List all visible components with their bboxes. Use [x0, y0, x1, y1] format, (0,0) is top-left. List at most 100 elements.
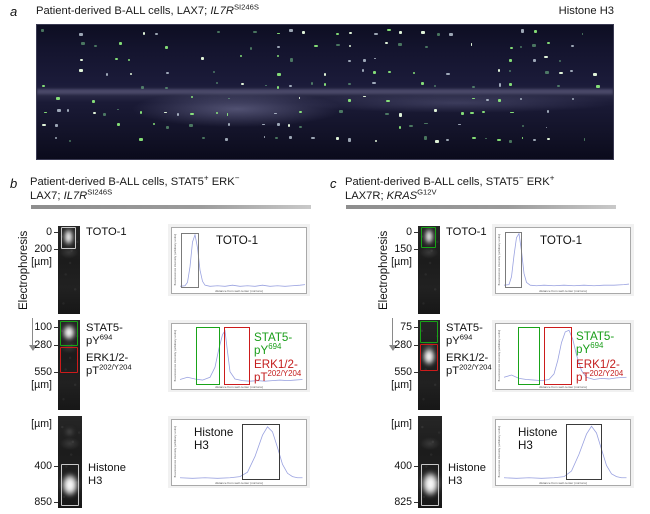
panel-a-title-prefix: Patient-derived B-ALL cells, LAX7; [36, 5, 211, 17]
gel-protein-spot [385, 112, 389, 115]
gel-protein-spot [290, 58, 293, 62]
gel-protein-spot [471, 137, 476, 139]
panel-b-stat5-tick-0: 100 [34, 321, 52, 333]
gel-protein-spot [546, 110, 549, 113]
panel-b-stat5-tick-2: 550 [34, 366, 52, 378]
panel-b-stat5-erk-plot: fluorescence intensity (arbitrary units)… [168, 320, 310, 392]
panel-c-plot-stat5-legend: STAT5- pY694 [576, 330, 615, 356]
gel-protein-spot [116, 108, 119, 111]
panel-b-cellline: LAX7; [30, 189, 64, 202]
gel-protein-spot [571, 98, 574, 101]
gel-protein-spot [347, 138, 352, 142]
gel-protein-spot [547, 42, 551, 45]
gel-protein-spot [545, 126, 548, 128]
panel-b-stat5-tickmark-1 [54, 345, 58, 346]
gel-protein-spot [532, 58, 536, 63]
gel-protein-spot [412, 72, 415, 74]
gel-protein-spot [216, 81, 218, 84]
gel-protein-spot [191, 95, 194, 99]
panel-c-toto1-tick-0: 0 [406, 226, 412, 238]
gel-protein-spot [41, 29, 44, 32]
gel-protein-spot [105, 73, 108, 77]
gel-protein-spot [177, 112, 179, 116]
panel-c-stat5-label-sup: 694 [459, 332, 473, 342]
gel-protein-spot [225, 137, 229, 141]
panel-c-erk-label-sup: 202/Y204 [459, 362, 492, 372]
panel-c-histone-strip-label: Histone H3 [448, 462, 486, 487]
gel-protein-spot [347, 99, 352, 103]
gel-protein-spot [324, 73, 327, 77]
panel-c-erk-label-line1: ERK1/2- [446, 352, 489, 364]
gel-protein-spot [434, 108, 438, 112]
panel-b-histone-roi-box [61, 464, 79, 506]
gel-protein-spot [262, 124, 265, 126]
panel-b-stat5-band [63, 325, 75, 340]
panel-c-erk-sign: + [549, 173, 555, 183]
panel-b-erk-label: ERK1/2- pT202/Y204 [86, 352, 132, 378]
gel-protein-spot [497, 98, 502, 102]
panel-b-histone-trace [179, 426, 303, 479]
panel-c-toto1-strip-label: TOTO-1 [446, 226, 487, 238]
panel-b-histone-tickmark-2 [54, 502, 58, 503]
panel-c-erk-band [423, 348, 435, 365]
panel-b-title-mid: ERK [208, 176, 235, 188]
gel-protein-spot [436, 32, 440, 36]
panel-c-toto1-tickmark-0 [414, 232, 418, 233]
gel-protein-spot [372, 82, 376, 84]
gel-protein-spot [80, 58, 84, 62]
gel-protein-spot [276, 123, 281, 127]
panel-c-histone-tick-unit: [µm] [391, 418, 412, 430]
panel-b-stat5-label-line2: pY [86, 335, 100, 347]
gel-protein-spot [484, 137, 487, 140]
gel-protein-spot [298, 96, 301, 99]
gel-protein-spot [461, 111, 465, 115]
panel-b-stat5-roi-box [60, 321, 78, 346]
gel-protein-spot [398, 43, 402, 46]
gel-protein-spot [129, 72, 133, 75]
plot-xlabel: distance from well center (microns) [539, 289, 587, 293]
gel-protein-spot [127, 59, 130, 61]
panel-c-histone-trace [503, 425, 627, 479]
gel-protein-spot [547, 138, 551, 140]
plot-xlabel: distance from well center (microns) [215, 385, 263, 389]
gel-protein-spot [596, 85, 601, 89]
gel-protein-spot [288, 84, 292, 87]
gel-protein-spot [163, 111, 167, 114]
gel-protein-spot [227, 97, 231, 100]
gel-protein-spot [276, 85, 279, 89]
gel-protein-spot [216, 30, 220, 34]
gel-protein-spot [253, 31, 257, 33]
gel-protein-spot [335, 43, 340, 46]
gel-protein-spot [91, 100, 95, 103]
gel-protein-spot [139, 137, 144, 141]
gel-protein-spot [43, 111, 48, 113]
gel-protein-spot [497, 139, 501, 142]
gel-protein-spot [114, 57, 118, 61]
gel-protein-spot [399, 126, 402, 129]
panel-b-plot-erk-legend: ERK1/2- pT202/Y204 [254, 358, 302, 384]
gel-protein-spot [118, 41, 122, 45]
panel-c-toto1-band [425, 229, 433, 244]
panel-b-electrophoresis-arrow [28, 318, 37, 351]
gel-protein-spot [347, 59, 351, 62]
panel-b-gene: IL7R [63, 189, 88, 202]
gel-protein-spot [116, 123, 120, 126]
panel-c-stat5-erk-gel-strip [418, 320, 440, 410]
gel-protein-spot [399, 30, 402, 34]
gel-protein-spot [335, 33, 340, 35]
gel-protein-spot [79, 33, 83, 37]
gel-protein-spot [349, 44, 351, 47]
gel-protein-spot [263, 136, 266, 138]
plot-xlabel: distance from well center (microns) [539, 385, 587, 389]
gel-protein-spot [497, 68, 500, 72]
plot-canvas: fluorescence intensity (arbitrary units)… [495, 323, 631, 390]
gel-protein-spot [424, 46, 428, 49]
gel-protein-spot [520, 45, 522, 49]
gel-protein-spot [482, 110, 485, 114]
plot-xlabel: distance from well center (microns) [539, 481, 587, 485]
gel-protein-spot [277, 32, 280, 34]
panel-b-toto1-plot-title: TOTO-1 [216, 234, 259, 247]
plot-canvas: fluorescence intensity (arbitrary units)… [495, 227, 631, 294]
panel-c-histone-plot: fluorescence intensity (arbitrary units)… [492, 416, 634, 488]
gel-protein-spot [570, 70, 574, 72]
